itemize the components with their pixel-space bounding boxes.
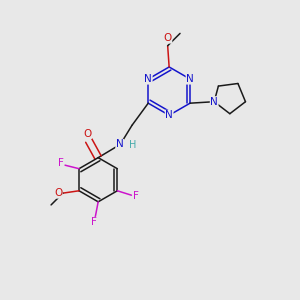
Text: F: F <box>133 191 139 201</box>
Text: O: O <box>83 128 92 139</box>
Text: H: H <box>129 140 136 150</box>
Text: N: N <box>116 140 124 149</box>
Text: N: N <box>186 74 194 84</box>
Text: N: N <box>144 74 152 84</box>
Text: F: F <box>91 218 97 227</box>
Text: F: F <box>58 158 64 168</box>
Text: N: N <box>210 97 218 107</box>
Text: O: O <box>164 33 172 43</box>
Text: O: O <box>54 188 62 198</box>
Text: N: N <box>165 110 173 120</box>
